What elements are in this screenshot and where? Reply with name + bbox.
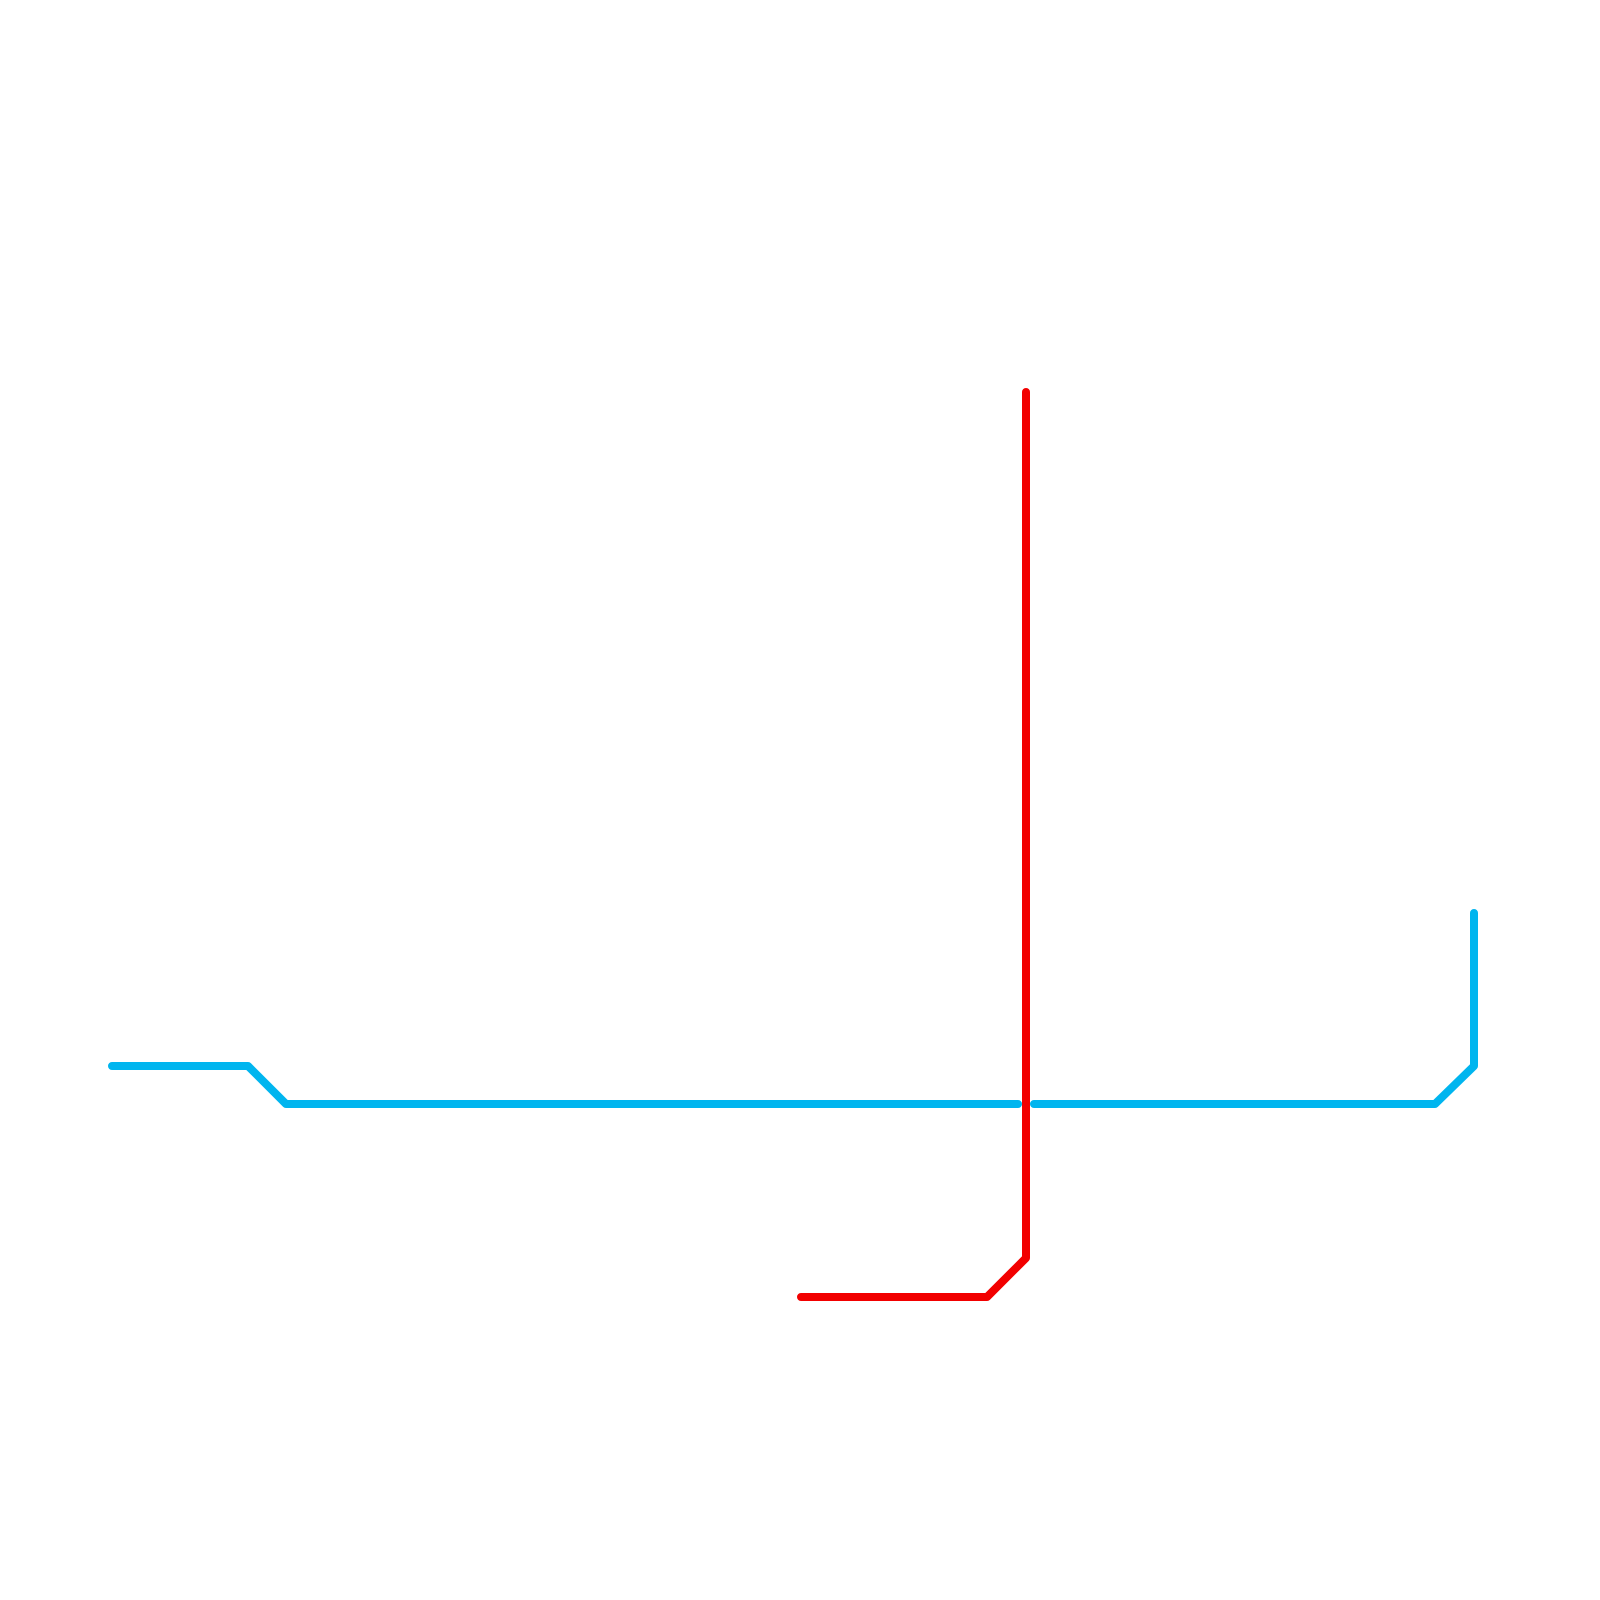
blue-line-east-segment[interactable] — [1030, 909, 1478, 1108]
red-line[interactable] — [797, 388, 1030, 1301]
blue-line-west-segment[interactable] — [108, 1062, 1022, 1108]
